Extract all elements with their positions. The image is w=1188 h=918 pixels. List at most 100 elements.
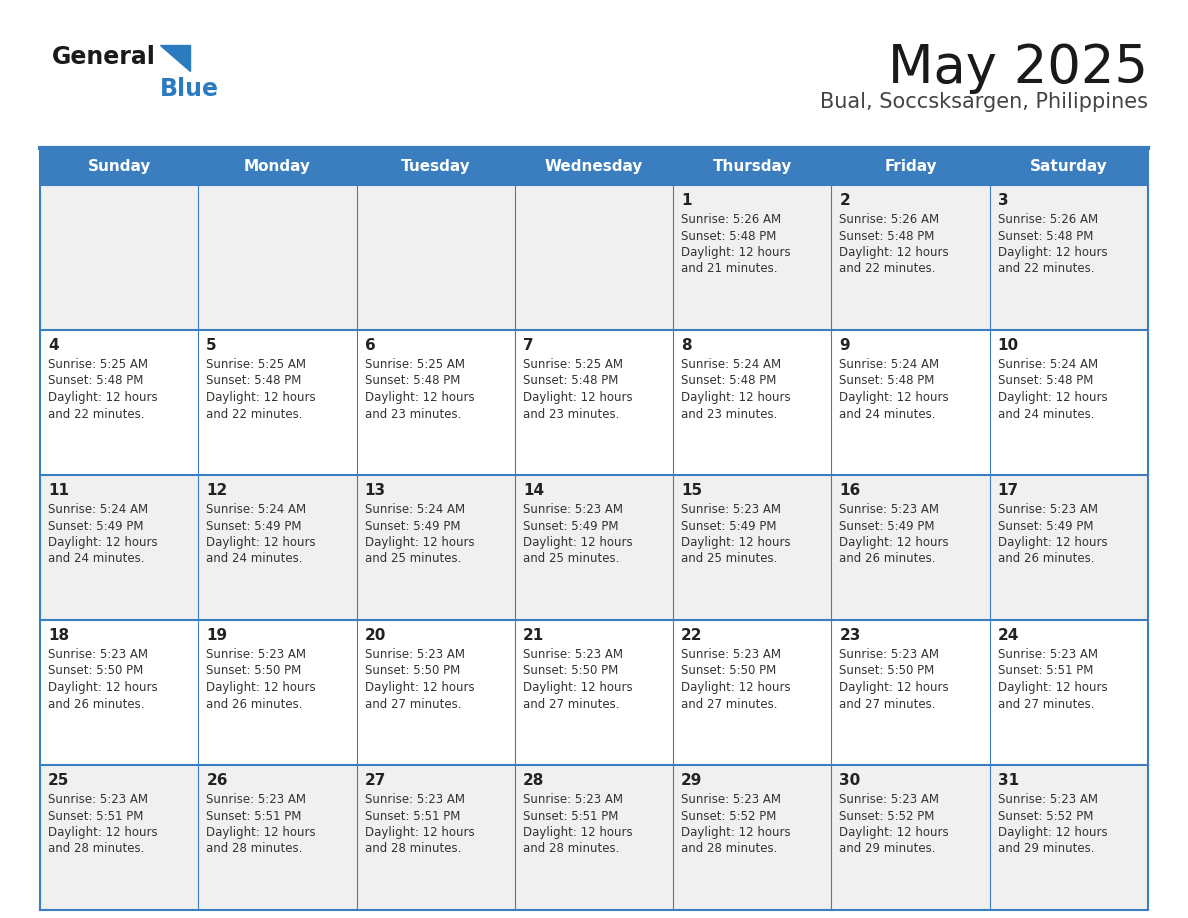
- Text: and 23 minutes.: and 23 minutes.: [523, 408, 619, 420]
- Bar: [832, 149, 990, 185]
- Text: Daylight: 12 hours: Daylight: 12 hours: [48, 536, 158, 549]
- Text: Daylight: 12 hours: Daylight: 12 hours: [681, 536, 791, 549]
- Text: 3: 3: [998, 193, 1009, 208]
- Text: and 28 minutes.: and 28 minutes.: [365, 843, 461, 856]
- Text: Daylight: 12 hours: Daylight: 12 hours: [840, 826, 949, 839]
- Text: Sunrise: 5:25 AM: Sunrise: 5:25 AM: [365, 358, 465, 371]
- Text: Daylight: 12 hours: Daylight: 12 hours: [998, 536, 1107, 549]
- Text: Sunset: 5:51 PM: Sunset: 5:51 PM: [523, 810, 618, 823]
- Text: Blue: Blue: [160, 77, 219, 101]
- Bar: [198, 149, 356, 185]
- Text: 28: 28: [523, 773, 544, 788]
- Text: Sunset: 5:50 PM: Sunset: 5:50 PM: [523, 665, 618, 677]
- Text: Sunset: 5:51 PM: Sunset: 5:51 PM: [48, 810, 144, 823]
- Text: Daylight: 12 hours: Daylight: 12 hours: [681, 826, 791, 839]
- Bar: [356, 149, 514, 185]
- Text: Sunset: 5:51 PM: Sunset: 5:51 PM: [998, 665, 1093, 677]
- Text: 2: 2: [840, 193, 851, 208]
- Text: Daylight: 12 hours: Daylight: 12 hours: [840, 681, 949, 694]
- Text: 25: 25: [48, 773, 69, 788]
- Text: and 29 minutes.: and 29 minutes.: [840, 843, 936, 856]
- Text: Daylight: 12 hours: Daylight: 12 hours: [365, 391, 474, 404]
- Text: 23: 23: [840, 628, 861, 643]
- Text: 31: 31: [998, 773, 1019, 788]
- Text: 26: 26: [207, 773, 228, 788]
- Text: Sunrise: 5:24 AM: Sunrise: 5:24 AM: [48, 503, 148, 516]
- Text: May 2025: May 2025: [887, 42, 1148, 94]
- Text: and 26 minutes.: and 26 minutes.: [998, 553, 1094, 565]
- Bar: [514, 149, 674, 185]
- Text: Sunrise: 5:25 AM: Sunrise: 5:25 AM: [207, 358, 307, 371]
- Text: Sunrise: 5:23 AM: Sunrise: 5:23 AM: [998, 793, 1098, 806]
- Text: Daylight: 12 hours: Daylight: 12 hours: [998, 391, 1107, 404]
- Text: and 22 minutes.: and 22 minutes.: [840, 263, 936, 275]
- Text: Daylight: 12 hours: Daylight: 12 hours: [365, 681, 474, 694]
- Text: Thursday: Thursday: [713, 160, 792, 174]
- Text: 4: 4: [48, 338, 58, 353]
- Text: Sunset: 5:48 PM: Sunset: 5:48 PM: [681, 230, 777, 242]
- Bar: [40, 475, 1148, 620]
- Text: Sunset: 5:48 PM: Sunset: 5:48 PM: [207, 375, 302, 387]
- Text: Daylight: 12 hours: Daylight: 12 hours: [207, 681, 316, 694]
- Text: Sunset: 5:49 PM: Sunset: 5:49 PM: [840, 520, 935, 532]
- Text: Sunset: 5:49 PM: Sunset: 5:49 PM: [48, 520, 144, 532]
- Text: 7: 7: [523, 338, 533, 353]
- Text: Sunrise: 5:23 AM: Sunrise: 5:23 AM: [681, 793, 782, 806]
- Text: Sunrise: 5:23 AM: Sunrise: 5:23 AM: [523, 503, 623, 516]
- Text: Sunset: 5:50 PM: Sunset: 5:50 PM: [840, 665, 935, 677]
- Text: 29: 29: [681, 773, 702, 788]
- Text: and 23 minutes.: and 23 minutes.: [365, 408, 461, 420]
- Bar: [40, 185, 1148, 330]
- Text: Sunset: 5:48 PM: Sunset: 5:48 PM: [998, 230, 1093, 242]
- Text: Sunrise: 5:24 AM: Sunrise: 5:24 AM: [207, 503, 307, 516]
- Polygon shape: [160, 45, 190, 71]
- Text: and 22 minutes.: and 22 minutes.: [207, 408, 303, 420]
- Text: Sunrise: 5:26 AM: Sunrise: 5:26 AM: [840, 213, 940, 226]
- Text: and 25 minutes.: and 25 minutes.: [523, 553, 619, 565]
- Text: Sunset: 5:48 PM: Sunset: 5:48 PM: [840, 375, 935, 387]
- Text: Friday: Friday: [884, 160, 937, 174]
- Text: 21: 21: [523, 628, 544, 643]
- Text: Sunset: 5:51 PM: Sunset: 5:51 PM: [207, 810, 302, 823]
- Text: and 28 minutes.: and 28 minutes.: [523, 843, 619, 856]
- Text: Tuesday: Tuesday: [400, 160, 470, 174]
- Text: Daylight: 12 hours: Daylight: 12 hours: [681, 391, 791, 404]
- Bar: [40, 330, 1148, 475]
- Text: 17: 17: [998, 483, 1019, 498]
- Text: Daylight: 12 hours: Daylight: 12 hours: [840, 536, 949, 549]
- Text: and 24 minutes.: and 24 minutes.: [48, 553, 145, 565]
- Text: and 28 minutes.: and 28 minutes.: [48, 843, 145, 856]
- Text: Sunrise: 5:23 AM: Sunrise: 5:23 AM: [48, 793, 148, 806]
- Text: Sunrise: 5:23 AM: Sunrise: 5:23 AM: [207, 793, 307, 806]
- Text: Sunset: 5:50 PM: Sunset: 5:50 PM: [365, 665, 460, 677]
- Text: Daylight: 12 hours: Daylight: 12 hours: [998, 681, 1107, 694]
- Text: Daylight: 12 hours: Daylight: 12 hours: [207, 536, 316, 549]
- Text: 12: 12: [207, 483, 228, 498]
- Text: Sunset: 5:49 PM: Sunset: 5:49 PM: [681, 520, 777, 532]
- Text: and 21 minutes.: and 21 minutes.: [681, 263, 778, 275]
- Text: Sunrise: 5:23 AM: Sunrise: 5:23 AM: [48, 648, 148, 661]
- Text: Sunrise: 5:25 AM: Sunrise: 5:25 AM: [523, 358, 623, 371]
- Text: 19: 19: [207, 628, 227, 643]
- Text: 15: 15: [681, 483, 702, 498]
- Text: Sunset: 5:52 PM: Sunset: 5:52 PM: [998, 810, 1093, 823]
- Text: Daylight: 12 hours: Daylight: 12 hours: [523, 681, 632, 694]
- Text: Sunset: 5:50 PM: Sunset: 5:50 PM: [48, 665, 144, 677]
- Text: Wednesday: Wednesday: [545, 160, 643, 174]
- Text: 6: 6: [365, 338, 375, 353]
- Text: Sunrise: 5:24 AM: Sunrise: 5:24 AM: [998, 358, 1098, 371]
- Text: and 24 minutes.: and 24 minutes.: [998, 408, 1094, 420]
- Text: Daylight: 12 hours: Daylight: 12 hours: [840, 391, 949, 404]
- Text: Sunrise: 5:26 AM: Sunrise: 5:26 AM: [681, 213, 782, 226]
- Text: 5: 5: [207, 338, 217, 353]
- Text: Sunset: 5:49 PM: Sunset: 5:49 PM: [365, 520, 460, 532]
- Bar: [40, 149, 198, 185]
- Text: and 23 minutes.: and 23 minutes.: [681, 408, 777, 420]
- Text: Sunset: 5:48 PM: Sunset: 5:48 PM: [48, 375, 144, 387]
- Text: Sunrise: 5:24 AM: Sunrise: 5:24 AM: [365, 503, 465, 516]
- Bar: [40, 765, 1148, 910]
- Text: Sunrise: 5:23 AM: Sunrise: 5:23 AM: [365, 648, 465, 661]
- Text: Daylight: 12 hours: Daylight: 12 hours: [48, 826, 158, 839]
- Bar: [40, 620, 1148, 765]
- Text: 20: 20: [365, 628, 386, 643]
